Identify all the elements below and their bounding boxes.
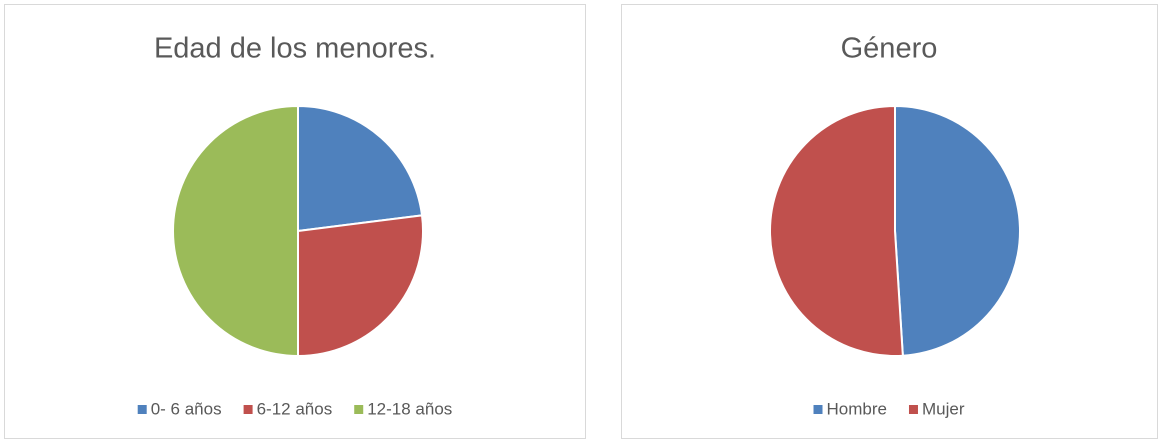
pie-slice [297, 214, 424, 358]
legend-swatch [243, 405, 253, 414]
pie-slice [768, 104, 904, 357]
pie-slice [172, 104, 299, 358]
legend-swatch [137, 405, 147, 414]
legend-label: 0- 6 años [151, 399, 222, 418]
chart-title: Género [841, 33, 938, 65]
legend-label: Mujer [922, 399, 965, 418]
pie-slice [297, 104, 424, 233]
chart-title: Edad de los menores. [154, 33, 436, 65]
legend-label: 12-18 años [367, 399, 452, 418]
legend-swatch [908, 405, 918, 414]
legend-label: 6-12 años [257, 399, 333, 418]
legend-label: Hombre [827, 399, 887, 418]
legend-swatch [354, 405, 364, 414]
legend-swatch [813, 405, 823, 414]
pie-slice [894, 104, 1021, 357]
